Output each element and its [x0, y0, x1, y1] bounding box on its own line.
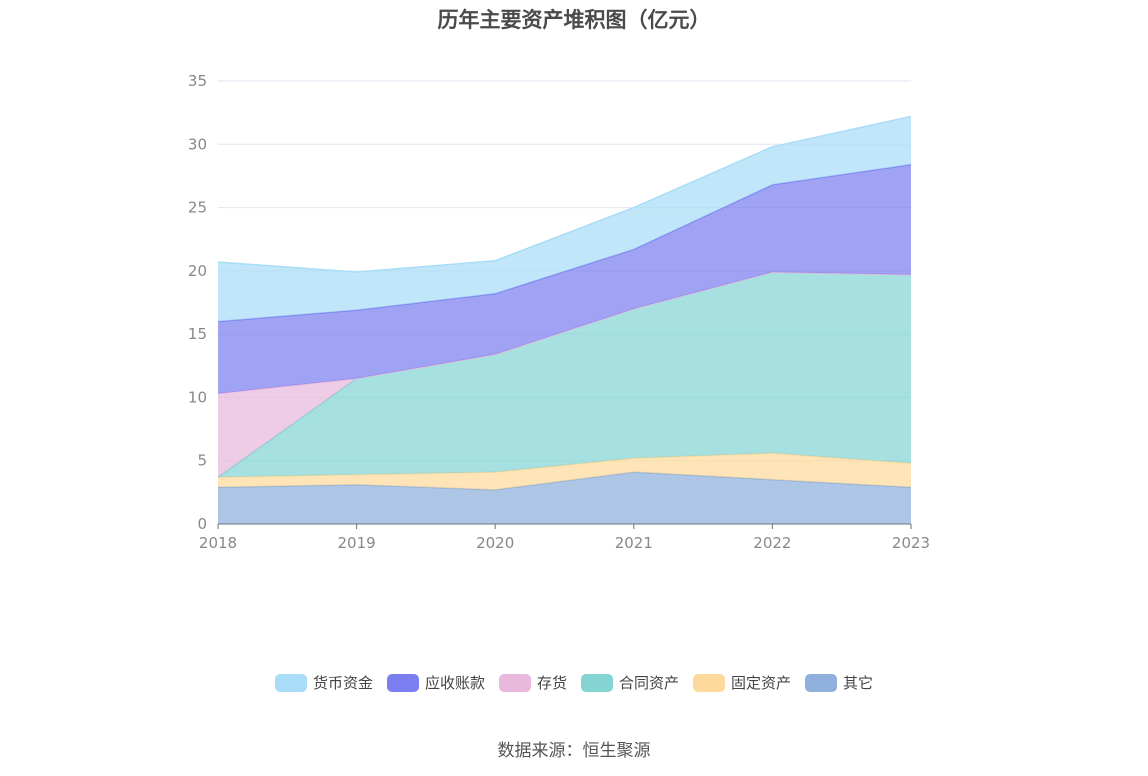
chart-title: 历年主要资产堆积图（亿元） — [437, 8, 711, 32]
legend-label: 其它 — [843, 674, 874, 692]
area-合同资产 — [218, 272, 911, 478]
legend-item[interactable]: 应收账款 — [386, 672, 485, 693]
legend-item[interactable]: 存货 — [498, 672, 567, 693]
data-source-note: 数据来源：恒生聚源 — [497, 741, 651, 761]
legend-swatch — [581, 673, 613, 692]
legend-swatch — [805, 673, 838, 692]
area-line-存货 — [217, 271, 912, 395]
x-tick-label: 2019 — [338, 534, 376, 552]
legend-swatch — [498, 673, 531, 692]
legend-label: 货币资金 — [312, 674, 373, 692]
y-tick-label: 15 — [188, 325, 207, 343]
area-应收账款 — [218, 164, 911, 394]
legend-item[interactable]: 货币资金 — [274, 672, 373, 693]
legend: 货币资金 应收账款 存货 合同资产 固定资产 其它 — [0, 672, 1148, 693]
legend-label: 固定资产 — [731, 674, 792, 692]
legend-label: 存货 — [536, 674, 567, 692]
legend-label: 合同资产 — [619, 674, 680, 692]
x-tick-label: 2023 — [892, 534, 930, 552]
x-tick-label: 2018 — [199, 534, 237, 552]
legend-swatch — [386, 673, 419, 692]
area-固定资产 — [218, 453, 911, 490]
area-货币资金 — [218, 116, 911, 322]
y-tick-label: 30 — [188, 135, 207, 153]
y-tick-label: 25 — [188, 199, 207, 217]
area-line-货币资金 — [217, 115, 912, 273]
y-tick-label: 20 — [188, 262, 207, 280]
x-tick-label: 2020 — [476, 534, 514, 552]
axes: 0 5 10 15 20 25 30 35 2018 2019 2020 2021 2022 2023 — [188, 72, 930, 552]
x-tick-label: 2021 — [615, 534, 653, 552]
y-tick-label: 35 — [188, 72, 207, 90]
y-tick-label: 10 — [188, 388, 207, 406]
legend-item[interactable]: 固定资产 — [693, 672, 791, 693]
legend-item[interactable]: 合同资产 — [581, 672, 679, 693]
x-tick-label: 2022 — [753, 534, 791, 552]
area-其它 — [218, 472, 911, 524]
legend-label: 应收账款 — [424, 674, 485, 692]
y-tick-label: 5 — [197, 452, 207, 470]
legend-item[interactable]: 其它 — [805, 672, 873, 693]
legend-swatch — [693, 673, 726, 692]
legend-swatch — [274, 673, 307, 692]
y-tick-label: 0 — [197, 515, 207, 533]
area-series-layer — [217, 115, 912, 524]
stacked-area-chart: 0 5 10 15 20 25 30 35 2018 2019 2020 2021 2022 2023 — [188, 72, 930, 552]
